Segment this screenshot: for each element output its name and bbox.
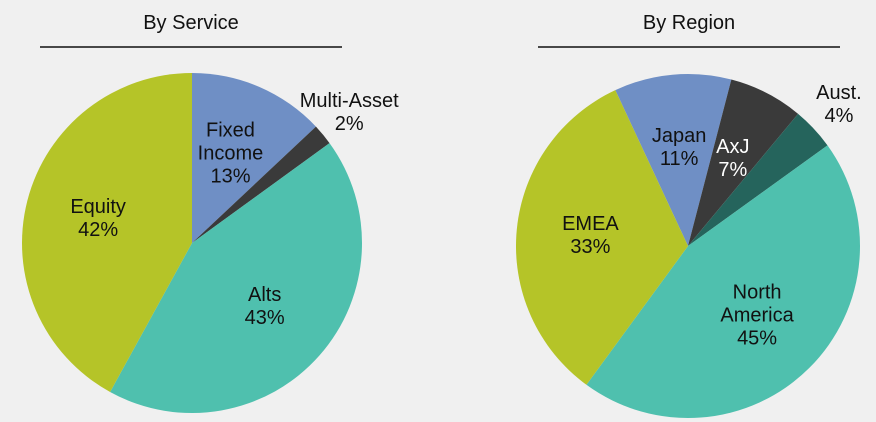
pie-slice xyxy=(192,126,330,243)
slice-value: 42% xyxy=(78,218,119,241)
slice-value: 11% xyxy=(659,148,699,171)
pie-slice xyxy=(586,145,860,419)
slice-label: Fixed Income 13% xyxy=(178,120,283,189)
pie-slice xyxy=(615,74,732,246)
slice-value: 43% xyxy=(244,307,285,330)
pie-slice xyxy=(516,90,688,385)
slice-label: Alts 43% xyxy=(245,284,285,330)
slice-value: 33% xyxy=(570,236,611,259)
slice-category: Equity xyxy=(70,195,126,218)
slice-label: EMEA 33% xyxy=(562,213,619,259)
slice-label: AxJ 7% xyxy=(716,136,749,182)
slice-category: Japan xyxy=(651,125,707,148)
slice-label: North America 45% xyxy=(705,281,810,350)
slice-label: Multi-Asset 2% xyxy=(300,90,399,136)
slice-category: Aust. xyxy=(816,82,862,105)
slice-value: 7% xyxy=(718,158,748,181)
slice-value: 2% xyxy=(334,112,364,135)
pie-slice xyxy=(688,113,828,247)
slice-value: 45% xyxy=(737,327,778,350)
slice-value: 4% xyxy=(824,105,854,128)
pie-slice xyxy=(688,79,799,247)
slice-category: North America xyxy=(720,281,794,327)
slice-category: Alts xyxy=(248,284,282,307)
slice-category: AxJ xyxy=(716,135,750,158)
slice-category: Fixed Income xyxy=(197,119,264,165)
slice-label: Japan 11% xyxy=(652,125,707,171)
slice-value: 13% xyxy=(210,165,251,188)
slice-category: EMEA xyxy=(562,213,619,236)
chart-title: By Region xyxy=(642,12,736,34)
slice-category: Multi-Asset xyxy=(299,89,399,112)
chart-title: By Service xyxy=(143,12,239,34)
pie-slice xyxy=(110,143,363,414)
pie-slice xyxy=(22,73,193,392)
slice-label: Equity 42% xyxy=(70,196,126,242)
pie-slice xyxy=(192,73,316,243)
slice-label: Aust. 4% xyxy=(816,82,862,128)
